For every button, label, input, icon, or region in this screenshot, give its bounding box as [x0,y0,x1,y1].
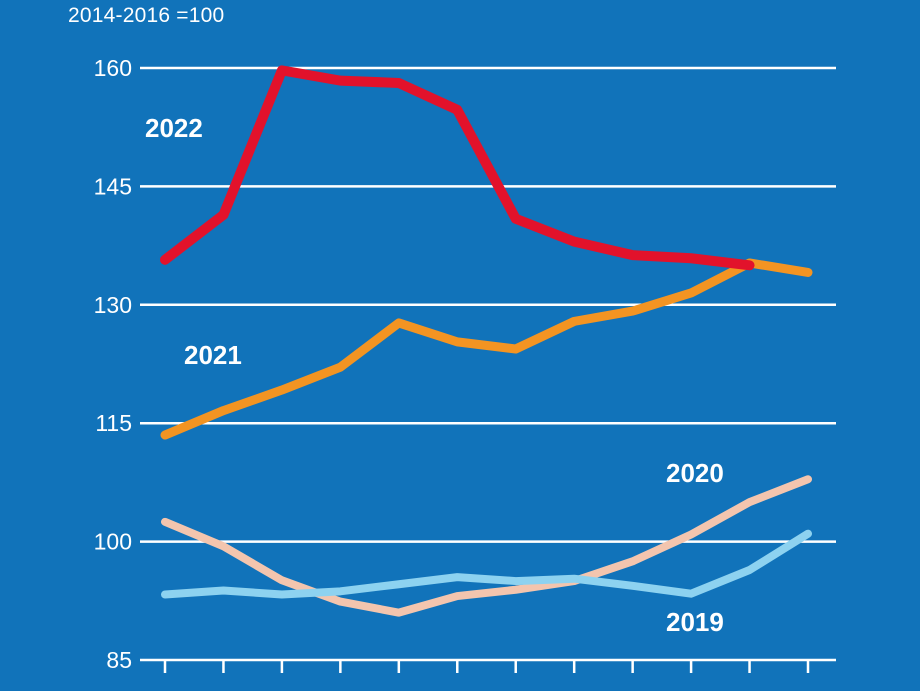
axis-unit-label: 2014-2016 =100 [68,4,225,27]
series-line-2020 [161,475,812,617]
y-tick-label: 160 [94,55,132,81]
series-label-2022: 2022 [145,113,203,143]
x-axis-ticks [163,660,810,673]
series-line-2019 [161,529,812,599]
y-tick-label: 85 [106,647,132,673]
y-axis-labels: 85 100 115 130 145 160 [94,55,132,673]
series-label-2021: 2021 [184,340,242,370]
y-tick-label: 100 [94,529,132,555]
series-label-2019: 2019 [666,607,724,637]
y-tick-label: 145 [94,173,132,199]
y-tick-label: 115 [95,410,132,436]
gridlines [140,66,836,662]
series-label-2020: 2020 [666,458,724,488]
series-line-2022 [160,65,755,271]
series-line-2021 [160,258,813,440]
y-tick-label: 130 [94,292,132,318]
